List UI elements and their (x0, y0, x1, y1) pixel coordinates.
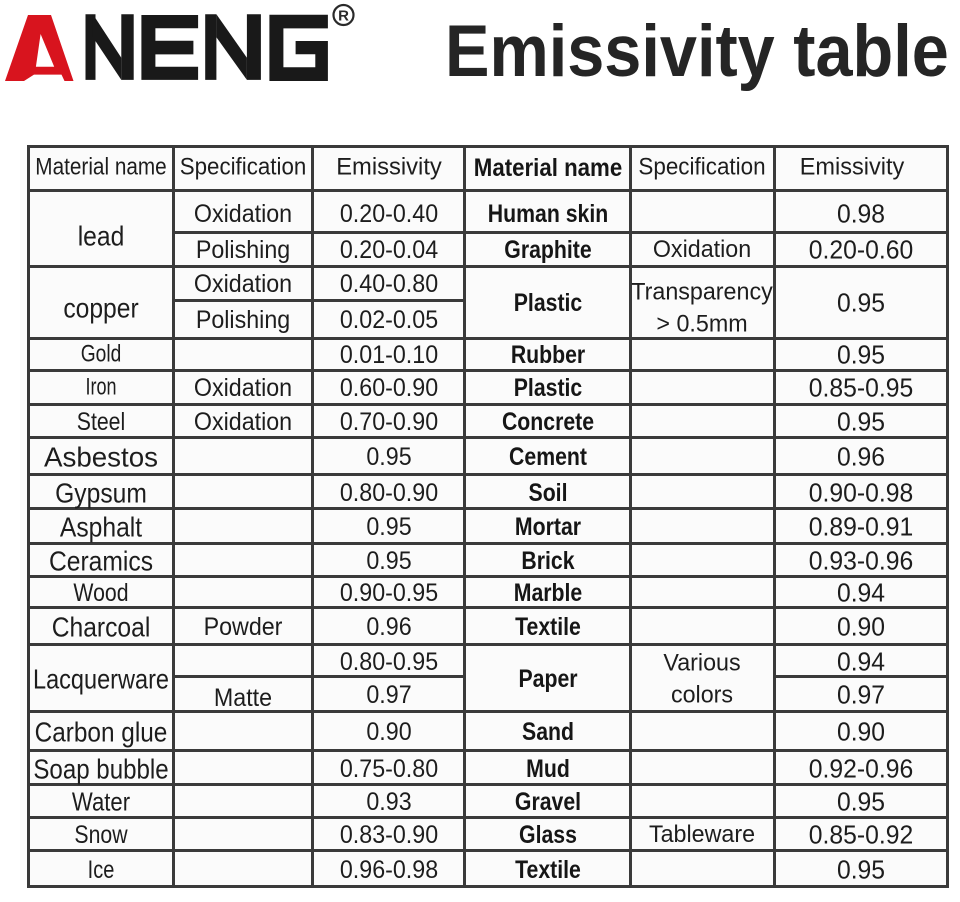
svg-text:R: R (338, 8, 349, 25)
